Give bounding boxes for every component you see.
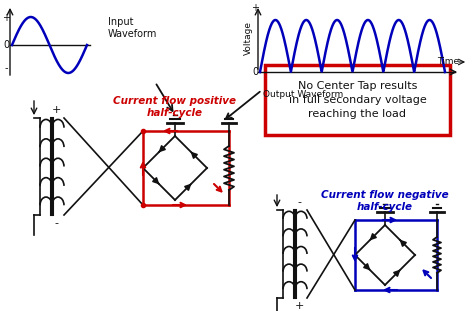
Text: +: + [51,105,61,115]
Text: Voltage: Voltage [244,21,253,55]
Text: 0: 0 [252,67,258,77]
Text: -: - [54,218,58,228]
Bar [265,65,450,135]
Text: Current flow positive
half-cycle: Current flow positive half-cycle [113,96,237,118]
Text: Current flow negative
half-cycle: Current flow negative half-cycle [321,190,449,211]
Text: +: + [2,13,10,23]
Text: +: + [251,3,259,13]
Text: -: - [4,63,8,73]
Text: Time: Time [437,58,459,67]
Text: 0: 0 [3,40,9,50]
Text: Output Waveform: Output Waveform [263,90,343,99]
Text: No Center Tap results
in full secondary voltage
reaching the load: No Center Tap results in full secondary … [289,81,427,119]
Text: Input
Waveform: Input Waveform [108,17,157,39]
Text: -: - [297,197,301,207]
Text: +: + [294,301,304,311]
